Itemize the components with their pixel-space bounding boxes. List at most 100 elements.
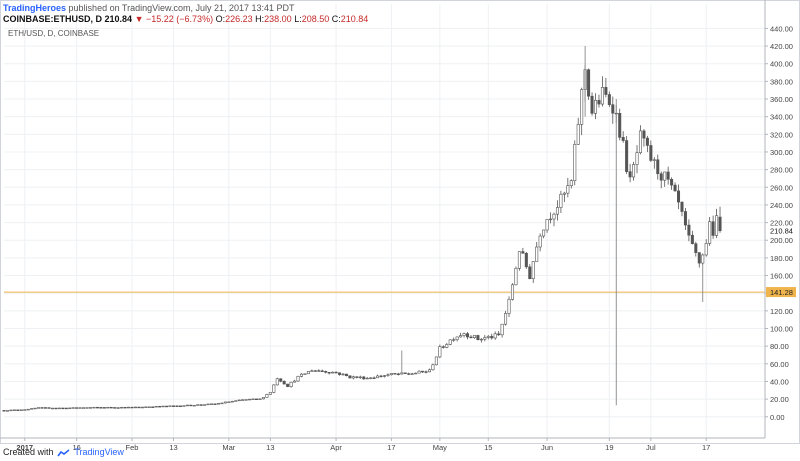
candle — [483, 335, 487, 342]
x-tick-label: 17 — [387, 443, 395, 452]
candle — [286, 383, 290, 388]
candle-body-down — [286, 383, 290, 387]
candle-body-up — [635, 152, 639, 165]
candle-body-down — [171, 405, 176, 407]
candle-body-down — [43, 407, 48, 409]
publisher-name[interactable]: TradingHeroes — [3, 3, 67, 13]
candle — [171, 405, 176, 407]
candle-body-down — [165, 405, 169, 408]
candle — [237, 399, 241, 402]
candle — [268, 392, 272, 395]
candle — [555, 200, 559, 221]
candle-body-up — [462, 333, 466, 336]
candle-body-up — [417, 370, 421, 374]
candle-body-up — [227, 401, 231, 403]
candle — [310, 369, 314, 372]
candle-body-up — [33, 407, 37, 410]
candle-body-up — [161, 405, 165, 408]
candle-body-up — [483, 337, 487, 340]
candle-body-up — [299, 373, 303, 377]
candle — [68, 407, 72, 410]
candle — [182, 405, 186, 407]
candle — [597, 94, 601, 108]
candle — [251, 398, 255, 400]
candle — [580, 87, 584, 136]
candle-body-down — [677, 190, 681, 203]
y-tick-label: 400.00 — [770, 60, 793, 69]
candle — [486, 334, 490, 340]
candle-body-down — [659, 173, 663, 181]
candle — [683, 208, 687, 231]
candle — [358, 375, 362, 380]
x-tick-label: May — [433, 443, 447, 452]
candle — [542, 229, 546, 239]
candle-body-down — [279, 378, 283, 382]
candle-body-up — [230, 400, 234, 403]
chart-title: ETH/USD, D, COINBASE — [8, 29, 99, 38]
candle — [47, 407, 51, 409]
candle-body-up — [140, 406, 144, 409]
symbol-line: COINBASE:ETHUSD, D 210.84 ▼ −15.22 (−6.7… — [3, 14, 368, 24]
candle — [43, 407, 48, 409]
candle-body-up — [438, 346, 442, 358]
candle — [341, 373, 345, 376]
candle — [220, 402, 224, 405]
candle-body-up — [510, 284, 514, 300]
candle-body-down — [666, 171, 670, 180]
candle-body-up — [9, 409, 13, 412]
candle-body-up — [382, 375, 387, 377]
candle-body-up — [593, 100, 598, 114]
candle — [85, 407, 89, 409]
candle — [75, 407, 79, 409]
candle-body-up — [210, 403, 214, 405]
candle — [389, 373, 393, 376]
candle — [178, 405, 182, 407]
candle-body-up — [237, 399, 241, 402]
candle — [23, 409, 27, 411]
candle-body-down — [16, 409, 20, 411]
candle-body-down — [673, 184, 677, 192]
y-axis[interactable]: 0.0020.0040.0060.0080.00100.00120.00140.… — [764, 0, 796, 438]
candle — [410, 372, 414, 375]
candle — [690, 230, 694, 245]
candle — [365, 376, 369, 380]
candle — [317, 369, 321, 372]
x-tick-label: 16 — [72, 443, 80, 452]
candle-body-down — [61, 407, 65, 410]
y-tick-label: 200.00 — [770, 236, 793, 245]
candle-body-up — [552, 213, 556, 220]
candle — [635, 145, 639, 174]
candle-body-up — [182, 405, 186, 407]
y-tick-label: 280.00 — [770, 166, 793, 175]
candle — [54, 407, 58, 410]
y-tick-label: 420.00 — [770, 42, 793, 51]
candle — [545, 219, 549, 233]
candle-body-up — [517, 251, 521, 269]
candle — [168, 405, 172, 407]
x-tick-label: Jun — [541, 443, 553, 452]
y-tick-label: 40.00 — [770, 377, 789, 386]
candle — [344, 373, 348, 377]
candle-body-up — [313, 370, 317, 372]
candle-body-up — [147, 406, 151, 408]
candle — [656, 154, 660, 180]
candle-body-up — [244, 399, 248, 401]
candle — [261, 397, 265, 400]
candle — [445, 343, 449, 349]
candle — [82, 407, 86, 409]
candle-body-down — [64, 407, 68, 410]
candle-body-down — [99, 407, 103, 409]
candle-body-up — [358, 376, 362, 379]
candle-body-down — [424, 371, 428, 373]
candle — [490, 333, 494, 340]
candle-body-down — [54, 407, 58, 410]
candle — [459, 332, 463, 338]
candle-body-down — [372, 377, 376, 379]
x-axis[interactable]: 2017 16 Feb 13 Mar 13 Apr 17 May 15 Jun 19 Jul 17 — [0, 437, 765, 452]
candle-body-down — [490, 336, 494, 339]
tradingview-brand[interactable]: TradingView — [74, 447, 124, 457]
candle-body-up — [220, 402, 224, 405]
symbol[interactable]: COINBASE:ETHUSD, D — [3, 14, 103, 24]
candle — [33, 407, 37, 410]
candle-body-down — [362, 376, 366, 380]
